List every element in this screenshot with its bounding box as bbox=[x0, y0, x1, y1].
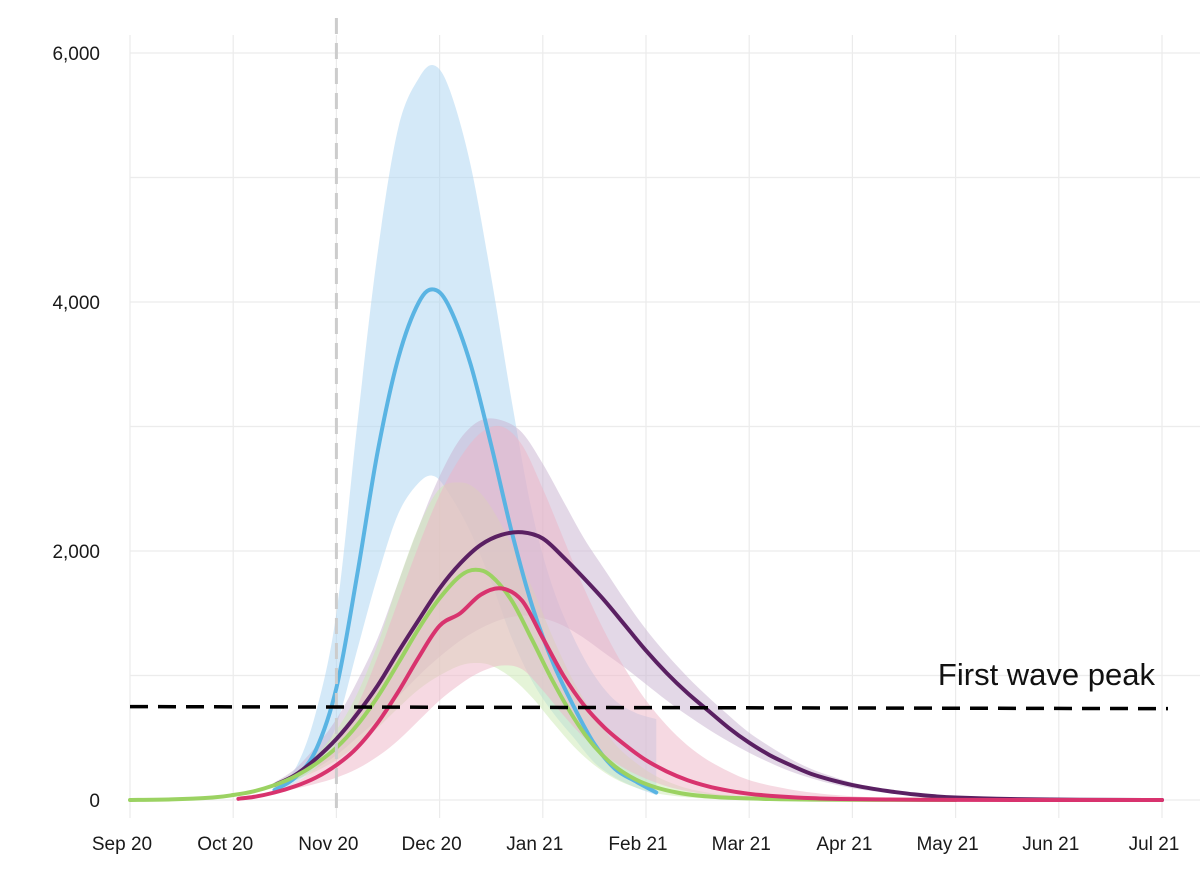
x-tick-label: Oct 20 bbox=[197, 834, 253, 855]
y-tick-label: 2,000 bbox=[52, 542, 100, 563]
line-green bbox=[128, 567, 958, 802]
x-tick-label: Feb 21 bbox=[608, 834, 667, 855]
series-lines bbox=[128, 287, 1164, 802]
line-light-blue bbox=[272, 287, 659, 795]
y-axis-labels: 0 2,000 4,000 6,000 bbox=[52, 44, 100, 812]
reference-lines bbox=[129, 18, 1169, 808]
x-tick-label: Jun 21 bbox=[1022, 834, 1079, 855]
first-wave-peak-label: First wave peak bbox=[938, 657, 1156, 692]
y-tick-label: 6,000 bbox=[52, 44, 100, 65]
grid bbox=[129, 35, 1200, 818]
x-tick-label: Mar 21 bbox=[712, 834, 771, 855]
x-tick-label: Sep 20 bbox=[92, 834, 152, 855]
confidence-bands bbox=[274, 64, 1162, 800]
x-tick-label: Apr 21 bbox=[816, 834, 872, 855]
y-tick-label: 0 bbox=[89, 791, 100, 812]
x-tick-label: Jan 21 bbox=[506, 834, 563, 855]
x-tick-label: May 21 bbox=[916, 834, 978, 855]
x-tick-label: Nov 20 bbox=[298, 834, 358, 855]
x-tick-label: Jul 21 bbox=[1129, 834, 1180, 855]
band-magenta bbox=[274, 425, 1162, 800]
y-tick-label: 4,000 bbox=[52, 293, 100, 314]
first-wave-peak-line bbox=[129, 704, 1169, 711]
x-axis-labels: Sep 20 Oct 20 Nov 20 Dec 20 Jan 21 Feb 21 Mar … bbox=[92, 834, 1179, 855]
line-dark-purple bbox=[272, 530, 1164, 802]
line-magenta bbox=[236, 586, 1164, 802]
x-tick-label: Dec 20 bbox=[401, 834, 461, 855]
